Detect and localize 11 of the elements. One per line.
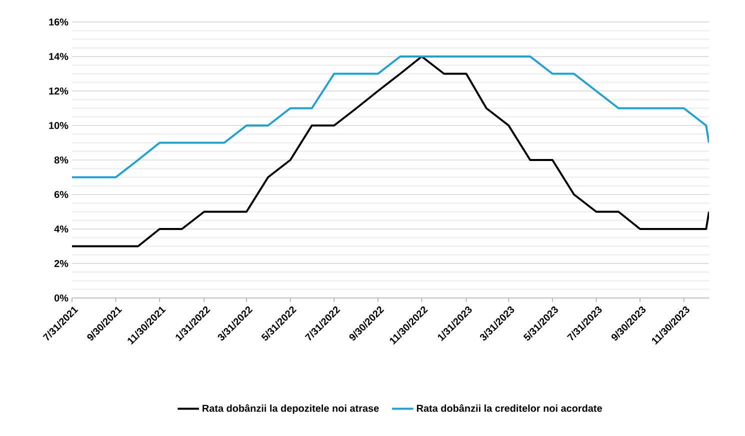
- y-tick-label: 14%: [49, 52, 68, 60]
- legend-label: Rata dobânzii la depozitele noi atrase: [202, 404, 379, 414]
- y-tick-label: 8%: [54, 156, 68, 164]
- y-tick-label: 12%: [49, 87, 68, 95]
- y-tick-label: 0%: [54, 294, 68, 302]
- y-tick-label: 2%: [54, 260, 68, 268]
- y-tick-label: 6%: [54, 190, 68, 198]
- y-tick-label: 4%: [54, 225, 68, 233]
- y-tick-label: 10%: [49, 122, 68, 130]
- legend-label: Rata dobânzii la creditelor noi acordate: [416, 404, 602, 412]
- y-tick-label: 16%: [49, 18, 68, 26]
